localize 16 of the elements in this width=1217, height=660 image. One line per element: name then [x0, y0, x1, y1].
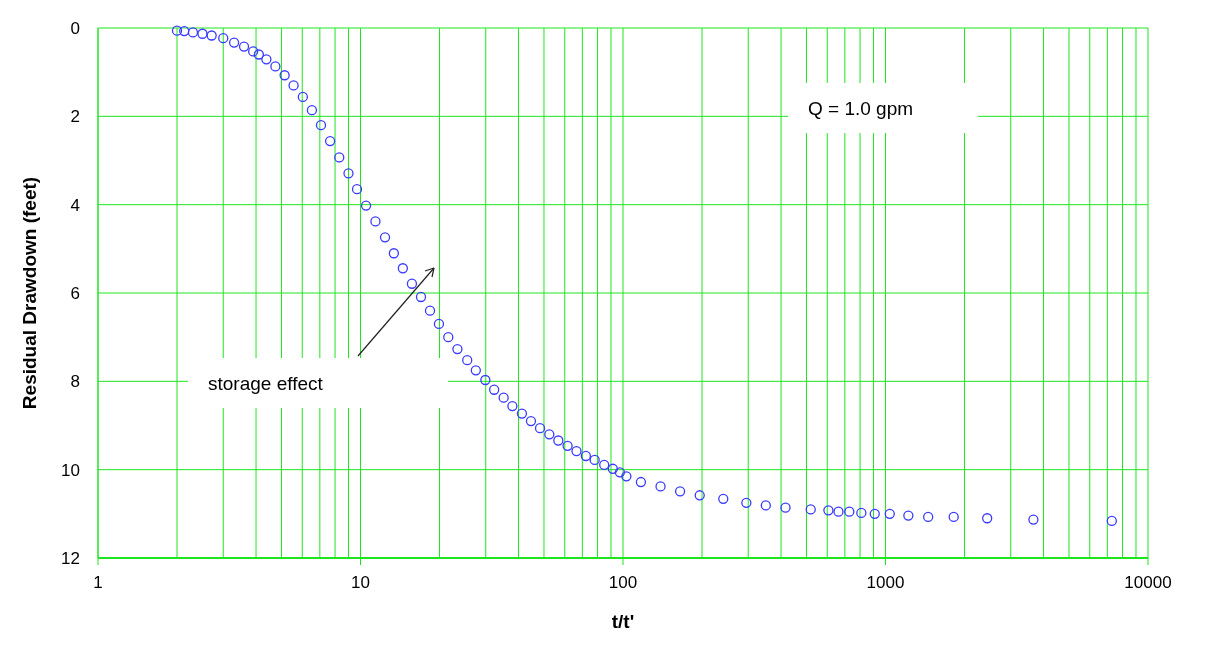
- x-tick-label: 10: [351, 573, 370, 592]
- y-tick-label: 10: [61, 460, 80, 480]
- y-tick-label: 4: [70, 195, 80, 215]
- x-tick-label: 100: [608, 573, 638, 592]
- y-tick-label: 2: [70, 107, 80, 127]
- y-axis-title: Residual Drawdown (feet): [19, 176, 40, 410]
- y-tick-label: 12: [61, 548, 80, 568]
- x-tick-label: 1000: [866, 573, 905, 592]
- x-tick-label: 10000: [1124, 573, 1172, 592]
- y-tick-label: 6: [70, 283, 80, 303]
- x-tick-label: 1: [93, 573, 103, 592]
- annotation: storage effect: [208, 372, 324, 394]
- y-tick-label: 8: [70, 372, 80, 392]
- x-axis-title: t/t': [611, 611, 635, 632]
- y-tick-label: 0: [70, 18, 80, 38]
- annotation: Q = 1.0 gpm: [808, 97, 914, 119]
